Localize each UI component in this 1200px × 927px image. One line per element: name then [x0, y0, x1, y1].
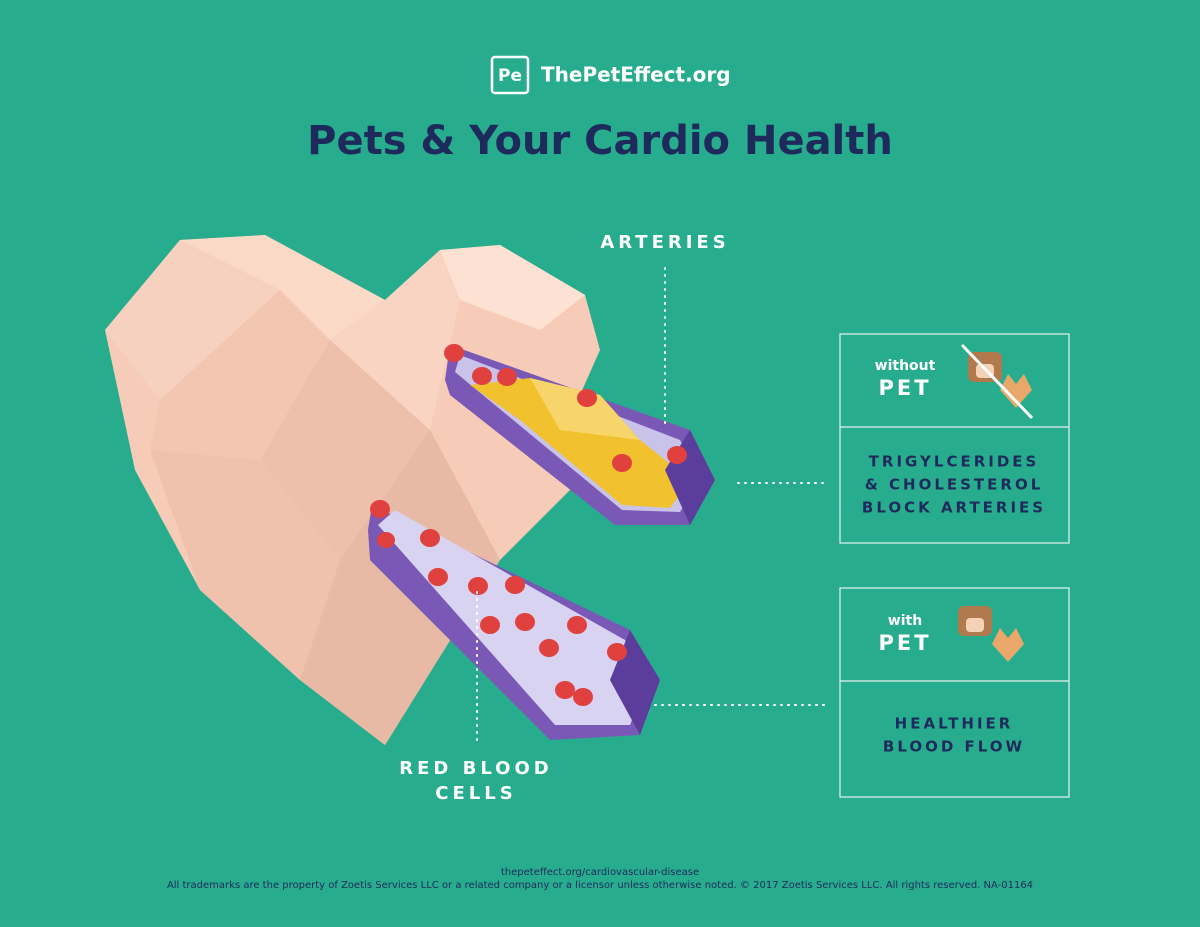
rbc-label: RED BLOOD — [399, 758, 552, 779]
footer-url: thepeteffect.org/cardiovascular-disease — [501, 867, 699, 878]
panel-text: & CHOLESTEROL — [865, 476, 1044, 494]
panel-text: BLOCK ARTERIES — [862, 499, 1046, 517]
artery-healthy — [368, 500, 660, 740]
logo-site: ThePetEffect.org — [541, 63, 731, 87]
logo-mark: Pe — [498, 66, 522, 86]
logo: Pe ThePetEffect.org — [490, 55, 731, 95]
arteries-label: ARTERIES — [600, 232, 729, 253]
panel-text: HEALTHIER — [895, 715, 1014, 733]
pet-icons — [960, 343, 1034, 420]
title: Pets & Your Cardio Health — [307, 118, 893, 164]
panel-with-pet: with PET HEALTHIER BLOOD FLOW — [839, 587, 1070, 798]
rbc-label: CELLS — [435, 783, 516, 804]
panel-without-pet: without PET TRIGYLCERIDES & CHOLESTEROL … — [839, 333, 1070, 544]
panel-text: BLOOD FLOW — [883, 738, 1025, 756]
footer-legal: All trademarks are the property of Zoeti… — [167, 880, 1033, 891]
pet-icons — [958, 606, 1024, 662]
panel-prefix: with — [888, 613, 922, 629]
panel-pet: PET — [878, 631, 931, 655]
panel-pet: PET — [878, 376, 931, 400]
panel-text: TRIGYLCERIDES — [869, 453, 1040, 471]
artery-blocked — [444, 344, 715, 525]
logo-box — [490, 55, 530, 95]
panel-prefix: without — [875, 358, 936, 374]
